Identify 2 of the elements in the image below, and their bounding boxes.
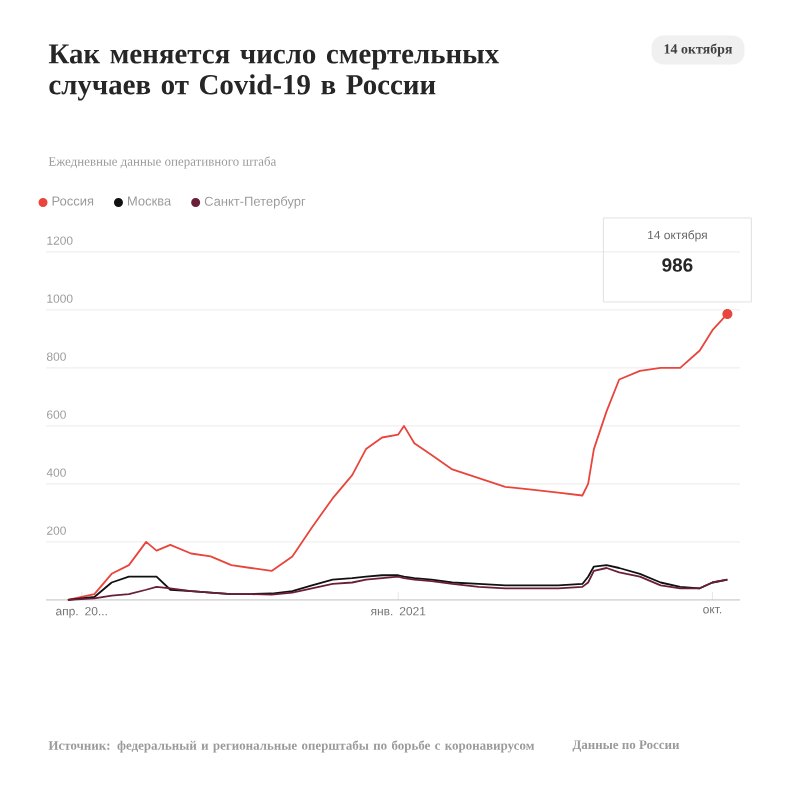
chart-title: Как меняется число смертельных случаев от Covid-19 в России [48,44,499,101]
annotation: 986 [662,258,693,272]
